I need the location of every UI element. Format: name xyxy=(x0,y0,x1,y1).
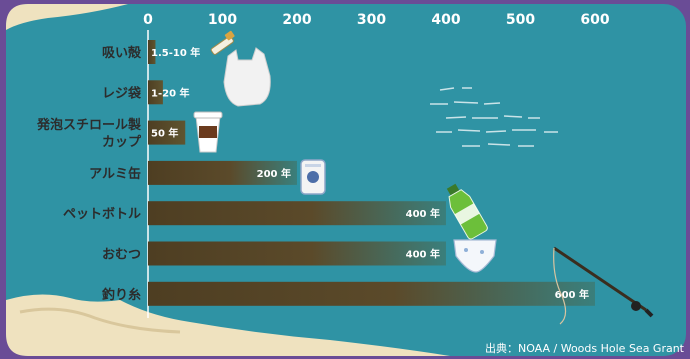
bar xyxy=(148,160,297,185)
category-label: レジ袋 xyxy=(102,85,142,101)
x-tick-label: 0 xyxy=(143,12,153,28)
sea-background xyxy=(6,4,686,356)
plastic-bag-icon xyxy=(223,47,271,107)
x-axis: 0 100 200 300 400 500 600 xyxy=(143,12,610,318)
sand-wave xyxy=(19,307,181,334)
category-label: 発泡スチロール製 xyxy=(36,117,141,133)
bar xyxy=(148,241,446,266)
value-label: 1.5-10 年 xyxy=(151,46,200,59)
value-label: 400 年 xyxy=(406,207,440,220)
pet-bottle-icon xyxy=(446,183,488,240)
bar xyxy=(148,120,186,145)
fishing-line-icon xyxy=(553,246,654,325)
x-tick-label: 500 xyxy=(506,12,535,28)
bars xyxy=(148,40,595,306)
cigarette-icon xyxy=(210,30,235,55)
sand-top xyxy=(6,4,128,30)
value-label: 1-20 年 xyxy=(151,86,190,99)
x-tick-label: 400 xyxy=(431,12,460,28)
water-ripples xyxy=(430,87,558,147)
value-label: 50 年 xyxy=(151,127,178,140)
x-tick-label: 100 xyxy=(208,12,237,28)
category-label: 吸い殻 xyxy=(102,45,142,61)
aluminum-can-icon xyxy=(300,159,326,195)
category-label: アルミ缶 xyxy=(89,166,141,182)
bar xyxy=(148,40,156,64)
value-label: 200 年 xyxy=(257,167,291,180)
bar xyxy=(148,201,446,226)
category-label: ペットボトル xyxy=(63,206,141,222)
source-credit: 出典：NOAA / Woods Hole Sea Grant xyxy=(485,341,685,355)
x-tick-label: 300 xyxy=(357,12,386,28)
bar xyxy=(148,80,163,105)
x-tick-label: 200 xyxy=(282,12,311,28)
x-tick-label: 600 xyxy=(580,12,609,28)
category-label: 釣り糸 xyxy=(102,287,141,303)
diaper-icon xyxy=(453,239,497,273)
value-label: 400 年 xyxy=(406,248,440,261)
category-label: カップ xyxy=(102,135,142,150)
bar xyxy=(148,281,595,306)
foam-cup-icon xyxy=(193,111,223,153)
category-label: おむつ xyxy=(102,248,141,263)
sand-bottom xyxy=(6,294,450,356)
